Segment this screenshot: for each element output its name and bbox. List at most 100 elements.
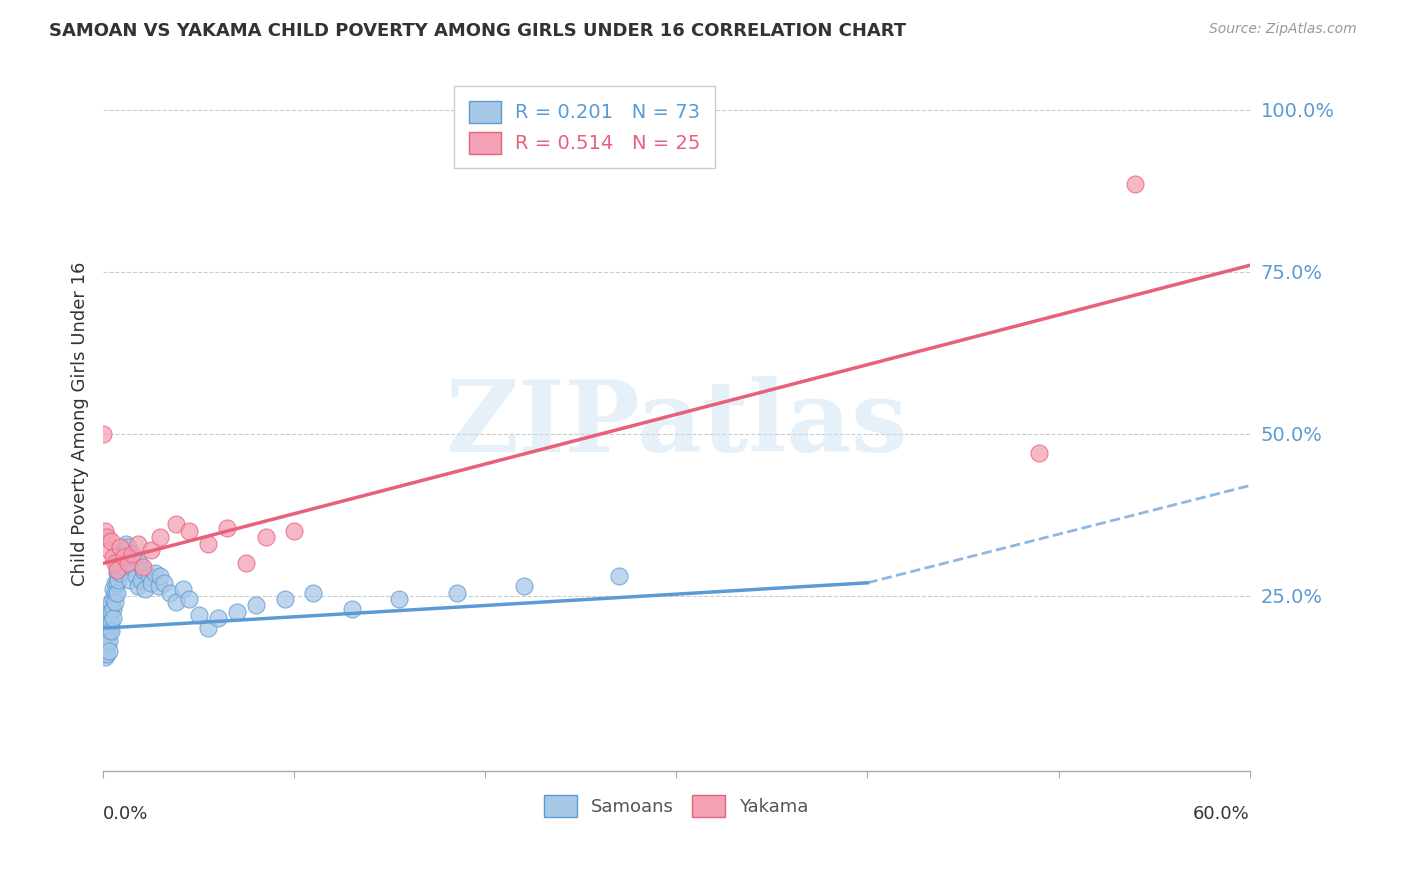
- Point: [101, 611, 124, 625]
- Point: [254, 531, 277, 545]
- Point: [112, 549, 135, 564]
- Point: [131, 573, 153, 587]
- Point: [100, 615, 122, 629]
- Point: [96, 531, 118, 545]
- Point: [104, 595, 127, 609]
- Point: [121, 547, 143, 561]
- Point: [225, 605, 247, 619]
- Point: [172, 582, 194, 597]
- Point: [96, 637, 118, 651]
- Point: [91, 647, 114, 661]
- Point: [104, 585, 127, 599]
- Point: [94, 650, 117, 665]
- Point: [1123, 178, 1146, 192]
- Point: [112, 547, 135, 561]
- Point: [107, 563, 129, 577]
- Point: [179, 524, 201, 538]
- Point: [122, 549, 145, 564]
- Point: [388, 592, 411, 607]
- Y-axis label: Child Poverty Among Girls Under 16: Child Poverty Among Girls Under 16: [72, 262, 89, 586]
- Point: [104, 575, 127, 590]
- Point: [446, 585, 468, 599]
- Point: [165, 595, 187, 609]
- Point: [96, 647, 118, 661]
- Point: [127, 537, 149, 551]
- Point: [283, 524, 305, 538]
- Point: [107, 573, 129, 587]
- Point: [217, 521, 239, 535]
- Point: [97, 624, 120, 639]
- Point: [115, 537, 138, 551]
- Point: [100, 624, 122, 639]
- Point: [100, 595, 122, 609]
- Point: [97, 634, 120, 648]
- Point: [143, 566, 166, 580]
- Point: [512, 579, 534, 593]
- Point: [138, 569, 160, 583]
- Text: 0.0%: 0.0%: [103, 805, 149, 823]
- Point: [302, 585, 325, 599]
- Point: [104, 557, 127, 571]
- Point: [100, 533, 122, 548]
- Point: [179, 592, 201, 607]
- Point: [105, 566, 128, 580]
- Text: 60.0%: 60.0%: [1192, 805, 1250, 823]
- Point: [207, 611, 229, 625]
- Point: [187, 608, 209, 623]
- Point: [101, 549, 124, 564]
- Point: [97, 605, 120, 619]
- Point: [94, 608, 117, 623]
- Text: SAMOAN VS YAKAMA CHILD POVERTY AMONG GIRLS UNDER 16 CORRELATION CHART: SAMOAN VS YAKAMA CHILD POVERTY AMONG GIR…: [49, 22, 907, 40]
- Point: [91, 627, 114, 641]
- Text: Source: ZipAtlas.com: Source: ZipAtlas.com: [1209, 22, 1357, 37]
- Point: [117, 557, 139, 571]
- Point: [197, 621, 219, 635]
- Point: [148, 579, 170, 593]
- Point: [91, 426, 114, 441]
- Point: [159, 585, 181, 599]
- Point: [153, 575, 176, 590]
- Point: [101, 601, 124, 615]
- Point: [96, 627, 118, 641]
- Text: ZIPatlas: ZIPatlas: [446, 376, 908, 473]
- Point: [165, 517, 187, 532]
- Point: [94, 524, 117, 538]
- Point: [132, 563, 155, 577]
- Point: [235, 557, 257, 571]
- Point: [197, 537, 219, 551]
- Point: [124, 569, 146, 583]
- Point: [94, 621, 117, 635]
- Point: [340, 601, 363, 615]
- Point: [127, 579, 149, 593]
- Point: [97, 615, 120, 629]
- Point: [100, 605, 122, 619]
- Point: [110, 557, 132, 571]
- Point: [111, 549, 134, 564]
- Point: [273, 592, 295, 607]
- Point: [105, 585, 128, 599]
- Point: [134, 582, 156, 597]
- Point: [91, 637, 114, 651]
- Legend: Samoans, Yakama: Samoans, Yakama: [537, 788, 815, 824]
- Point: [101, 592, 124, 607]
- Point: [1028, 446, 1050, 460]
- Point: [132, 559, 155, 574]
- Point: [149, 569, 172, 583]
- Point: [101, 582, 124, 597]
- Point: [105, 575, 128, 590]
- Point: [110, 566, 132, 580]
- Point: [245, 599, 267, 613]
- Point: [105, 563, 128, 577]
- Point: [139, 575, 162, 590]
- Point: [94, 640, 117, 655]
- Point: [97, 644, 120, 658]
- Point: [117, 540, 139, 554]
- Point: [96, 621, 118, 635]
- Point: [607, 569, 630, 583]
- Point: [97, 543, 120, 558]
- Point: [121, 559, 143, 574]
- Point: [128, 557, 150, 571]
- Point: [94, 631, 117, 645]
- Point: [118, 573, 141, 587]
- Point: [111, 559, 134, 574]
